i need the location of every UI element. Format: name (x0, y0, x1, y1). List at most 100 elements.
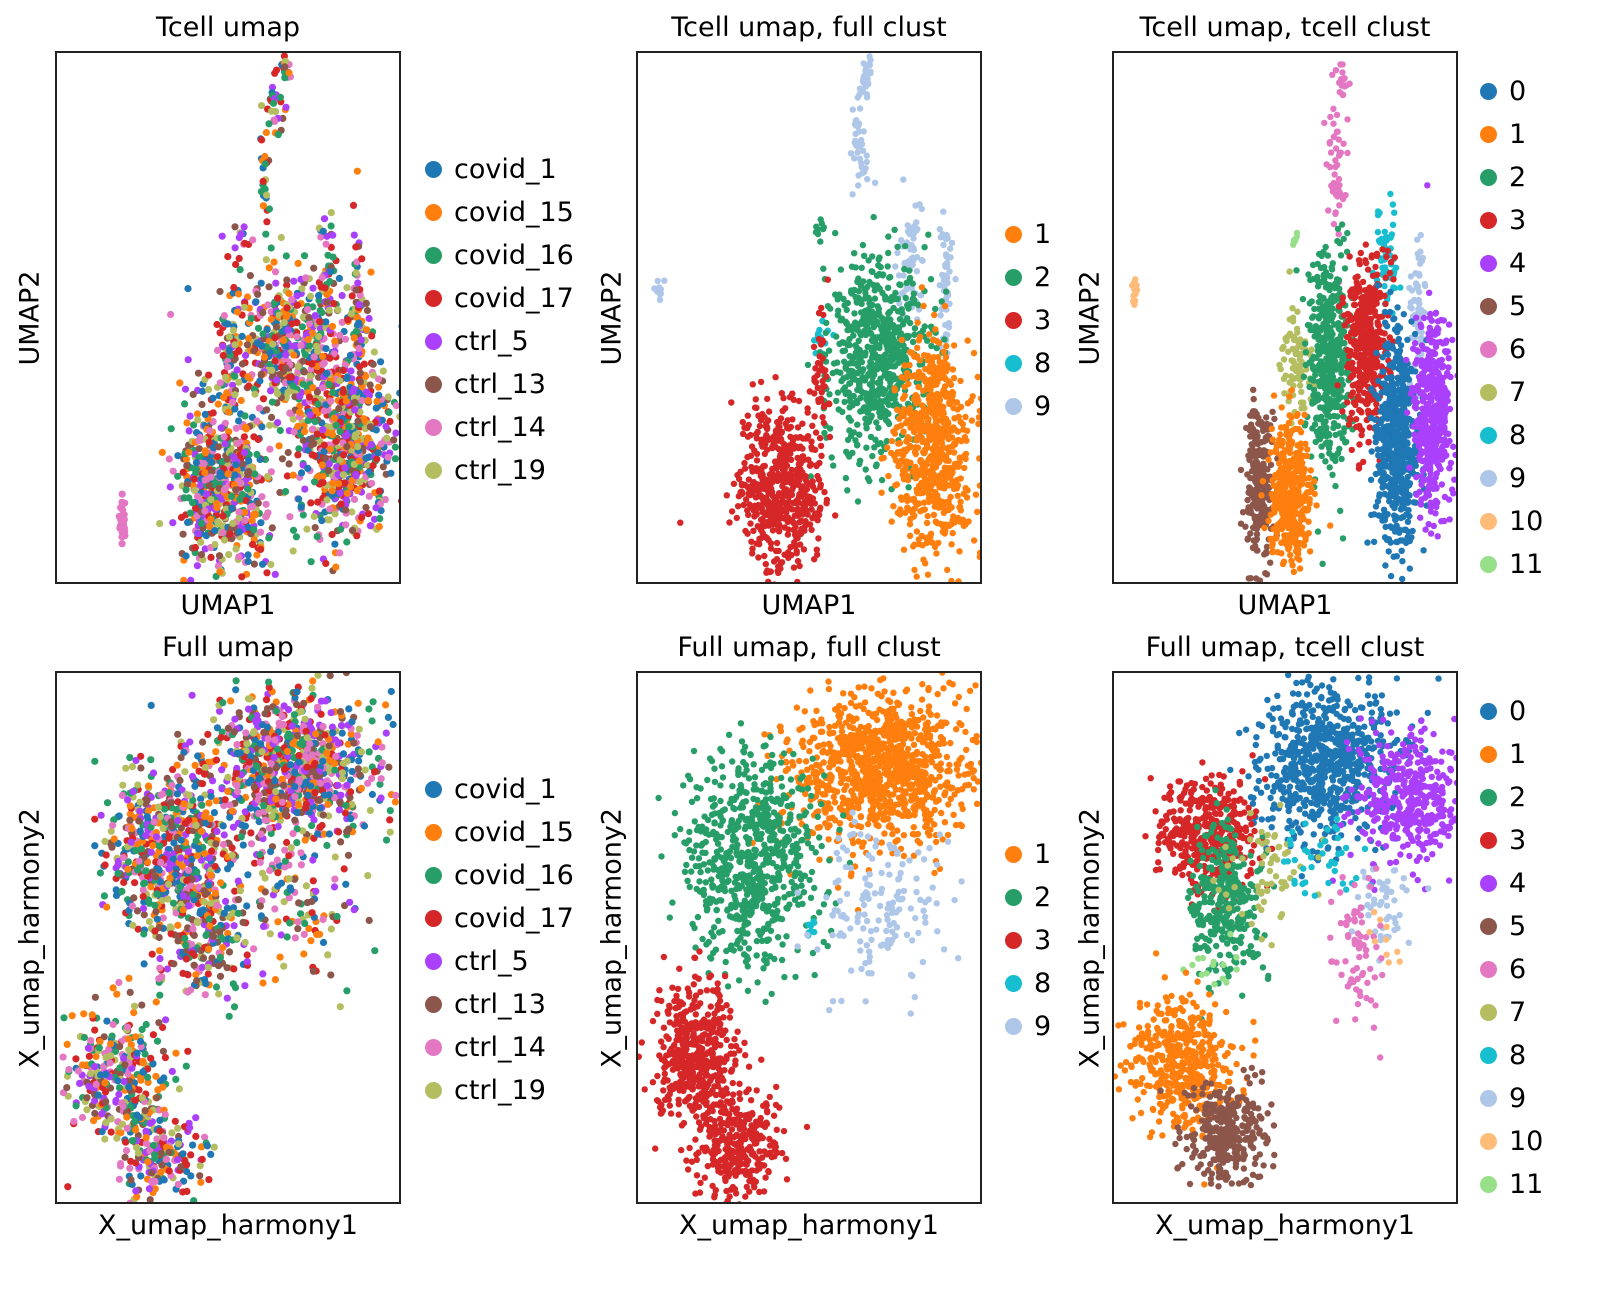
data-point (1331, 387, 1338, 394)
data-point (947, 381, 955, 388)
data-point (264, 301, 272, 309)
data-point (788, 480, 795, 487)
data-point (919, 402, 926, 409)
data-point (268, 524, 276, 532)
data-point (930, 511, 938, 519)
data-point (225, 346, 233, 355)
data-point (891, 295, 899, 303)
data-point (191, 486, 199, 495)
data-point (781, 524, 788, 531)
data-point (879, 289, 886, 297)
data-point (799, 506, 806, 513)
data-point (1336, 149, 1343, 157)
data-point (962, 413, 969, 421)
data-point (873, 282, 881, 289)
data-point (890, 338, 897, 345)
data-point (241, 516, 249, 524)
data-point (759, 479, 767, 486)
data-point (909, 280, 916, 287)
data-point (186, 412, 194, 420)
data-point (259, 309, 267, 317)
data-point (860, 404, 867, 412)
data-point (1397, 284, 1404, 291)
data-point (1301, 340, 1309, 347)
data-point (962, 521, 969, 528)
data-point (874, 354, 882, 361)
data-point (903, 332, 910, 340)
data-point (777, 451, 784, 458)
data-point (879, 330, 886, 338)
data-point (1374, 208, 1382, 215)
data-point (189, 390, 197, 398)
data-point (931, 311, 938, 319)
data-point (375, 383, 383, 391)
data-point (1334, 128, 1341, 135)
data-point (910, 230, 917, 237)
data-point (857, 354, 864, 362)
data-point (1409, 287, 1416, 294)
data-point (219, 512, 227, 520)
data-point (866, 300, 873, 307)
data-point (282, 252, 290, 260)
data-point (893, 406, 901, 413)
data-point (796, 459, 803, 466)
data-point (1299, 295, 1307, 303)
data-point (228, 504, 236, 512)
data-point (329, 388, 337, 396)
data-point (938, 298, 945, 305)
data-point (1331, 171, 1338, 178)
data-point (841, 347, 849, 354)
data-point (949, 392, 956, 399)
data-point (1377, 239, 1384, 246)
data-point (201, 476, 209, 484)
data-point (369, 371, 377, 379)
data-point (904, 228, 912, 235)
data-point (922, 365, 929, 373)
data-point (851, 120, 859, 128)
data-point (1332, 67, 1340, 74)
data-point (862, 349, 869, 356)
data-point (757, 416, 765, 424)
data-point (350, 460, 358, 468)
data-point (1312, 371, 1319, 379)
data-point (869, 268, 876, 275)
data-point (749, 488, 757, 496)
data-point (855, 182, 862, 189)
data-point (266, 360, 274, 369)
data-point (255, 404, 263, 412)
data-point (798, 525, 805, 533)
data-point (895, 462, 902, 470)
data-point (184, 518, 192, 526)
data-point (352, 269, 360, 277)
data-point (346, 483, 355, 491)
data-point (873, 419, 880, 426)
data-point (1415, 296, 1422, 304)
data-point (343, 284, 351, 292)
data-point (223, 455, 231, 463)
data-point (741, 459, 748, 467)
data-point (817, 395, 825, 402)
data-point (261, 185, 269, 193)
data-point (764, 499, 771, 506)
data-point (1340, 140, 1347, 147)
data-point (928, 358, 936, 366)
data-point (921, 244, 928, 251)
data-point (306, 372, 314, 380)
data-point (1289, 305, 1296, 312)
data-point (755, 488, 762, 495)
data-point (256, 377, 264, 385)
data-point (223, 363, 232, 371)
data-point (311, 524, 319, 532)
data-point (390, 436, 398, 444)
data-point (811, 446, 819, 453)
data-point (1328, 266, 1336, 273)
data-point (267, 315, 275, 323)
data-point (847, 417, 854, 424)
data-point (319, 472, 327, 480)
data-point (752, 507, 760, 514)
data-point (1339, 69, 1346, 76)
data-point (1324, 252, 1332, 259)
data-point (1276, 361, 1283, 369)
data-point (890, 347, 897, 355)
data-point (934, 371, 942, 378)
